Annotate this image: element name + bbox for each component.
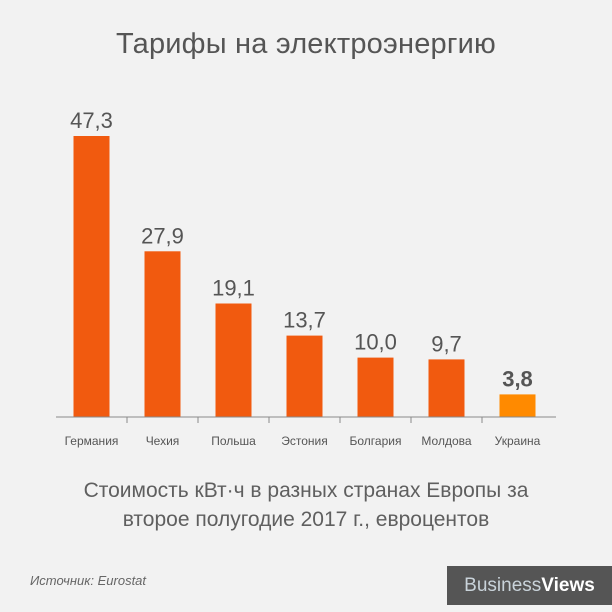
bar-3 [215,303,252,417]
logo-text-views: Views [541,574,595,596]
value-labels-group: 47,3 27,9 19,1 13,7 10,0 9,7 3,8 [70,108,533,391]
bar-1 [73,136,110,417]
value-label-7: 3,8 [502,366,533,391]
value-label-4: 13,7 [283,308,326,333]
category-label-1: Германия [65,434,119,448]
category-label-6: Молдова [421,434,471,448]
value-label-5: 10,0 [354,330,397,355]
businessviews-logo: Business Views [447,566,612,605]
category-labels-group: Германия Чехия Польша Эстония Болгария Молдов… [65,434,541,448]
category-label-5: Болгария [350,434,402,448]
bar-6 [428,359,465,417]
category-label-2: Чехия [146,434,180,448]
value-label-6: 9,7 [431,331,462,356]
value-label-3: 19,1 [212,276,255,301]
category-label-7: Украина [495,434,541,448]
bar-4 [286,335,323,417]
value-label-2: 27,9 [141,223,184,248]
logo-text-business: Business [464,574,542,596]
bar-2 [144,251,181,417]
bars-group [73,136,536,417]
x-axis-group [56,416,556,423]
bar-7 [499,394,536,417]
subtitle-line-1: Стоимость кВт·ч в разных странах Европы … [83,479,529,502]
chart-subtitle: Стоимость кВт·ч в разных странах Европы … [0,476,612,534]
bar-5 [357,357,394,417]
subtitle-line-2: второе полугодие 2017 г., евроцентов [122,508,490,531]
category-label-3: Польша [211,434,256,448]
value-label-1: 47,3 [70,108,113,133]
category-label-4: Эстония [281,434,328,448]
source-note: Источник: Eurostat [30,573,147,588]
chart-title: Тарифы на электроэнергию [116,28,496,60]
